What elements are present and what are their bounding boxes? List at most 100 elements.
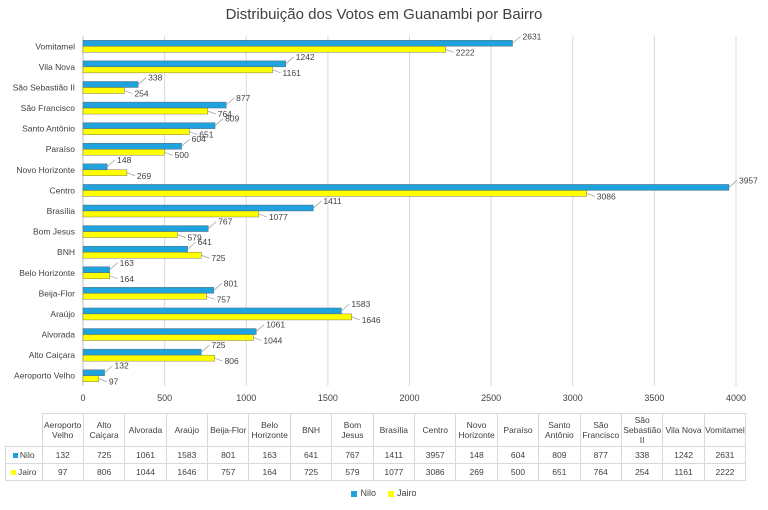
bar-jairo	[82, 313, 352, 321]
category-label: Alvorada	[41, 330, 75, 340]
table-series-name: Nilo	[5, 446, 43, 464]
table-value-cell: 164	[248, 463, 291, 481]
bar-nilo	[82, 348, 202, 356]
table-value-cell: 1077	[372, 463, 416, 481]
data-label-jairo: 3086	[597, 191, 616, 201]
leader-line	[208, 221, 217, 229]
x-tick-label: 3000	[563, 393, 583, 403]
leader-line	[109, 262, 118, 270]
bar-nilo	[82, 81, 139, 88]
bar-nilo	[82, 101, 227, 109]
data-label-jairo: 806	[225, 356, 239, 366]
leader-line	[187, 241, 196, 250]
leader-line	[137, 77, 147, 85]
table-header-cell: Vomitamel	[703, 413, 747, 447]
table-header-cell: Araújo	[165, 413, 209, 447]
bar-nilo	[82, 122, 216, 129]
leader-line	[253, 337, 262, 341]
bar-nilo	[82, 328, 257, 335]
series-swatch	[11, 470, 17, 476]
leader-line	[258, 213, 267, 218]
table-value-cell: 725	[289, 463, 333, 481]
x-tick-label: 0	[80, 393, 85, 403]
data-label-jairo: 1044	[263, 336, 282, 346]
bar-jairo	[82, 375, 100, 382]
bar-jairo	[82, 231, 178, 238]
data-label-jairo: 1077	[269, 212, 288, 222]
category-label: Novo Horizonte	[16, 165, 75, 175]
leader-line	[214, 118, 224, 126]
bar-nilo	[82, 245, 188, 253]
data-label-nilo: 641	[198, 237, 212, 247]
leader-line	[181, 139, 190, 147]
legend-item-jairo: Jairo	[388, 488, 417, 498]
x-tick-label: 2500	[481, 393, 501, 403]
leader-line	[206, 296, 215, 300]
data-label-nilo: 1061	[266, 320, 285, 330]
table-value-cell: 757	[207, 463, 250, 481]
table-header-cell: Bom Jesus	[331, 413, 374, 447]
bar-jairo	[82, 334, 254, 341]
data-label-jairo: 1646	[362, 315, 381, 325]
table-value-cell: 500	[496, 463, 540, 481]
data-label-jairo: 97	[109, 377, 119, 387]
table-header-cell: Santo Antônio	[538, 413, 581, 447]
data-label-nilo: 725	[211, 340, 225, 350]
bar-nilo	[82, 287, 214, 294]
leader-line	[104, 365, 113, 373]
table-value-cell: 1583	[165, 446, 209, 464]
table-value-cell: 767	[331, 446, 374, 464]
leader-line	[207, 110, 216, 115]
category-label: Alto Caiçara	[29, 350, 76, 360]
bar-jairo	[82, 66, 273, 74]
x-tick-label: 500	[157, 393, 172, 403]
data-table: Aeroporto Velho Alto Caiçara Alvorada Araúj…	[5, 413, 747, 481]
table-value-cell: 651	[538, 463, 581, 481]
table-header-cell: Beija-Flor	[207, 413, 250, 447]
leader-line	[109, 275, 118, 280]
bar-nilo	[82, 369, 105, 376]
leader-line	[98, 378, 107, 382]
leader-line	[341, 303, 350, 312]
table-header-cell: Aeroporto Velho	[41, 413, 84, 447]
bar-jairo	[82, 107, 208, 115]
table-value-cell: 269	[455, 463, 498, 481]
table-series-name: Jairo	[5, 463, 43, 481]
category-label: Araújo	[50, 309, 75, 319]
table-value-cell: 725	[82, 446, 126, 464]
legend-label: Nilo	[360, 488, 376, 498]
bar-jairo	[82, 128, 190, 135]
data-label-nilo: 801	[224, 278, 238, 288]
bar-nilo	[82, 225, 209, 232]
category-label: Brasília	[47, 206, 76, 216]
table-header-cell: Centro	[414, 413, 457, 447]
data-label-jairo: 725	[211, 253, 225, 263]
table-value-cell: 163	[248, 446, 291, 464]
table-value-cell: 764	[579, 463, 622, 481]
data-label-jairo: 579	[188, 233, 202, 243]
data-label-jairo: 500	[175, 150, 189, 160]
bar-nilo	[82, 307, 342, 315]
leader-line	[201, 344, 210, 353]
x-tick-label: 3500	[644, 393, 664, 403]
bar-jairo	[82, 210, 260, 218]
bar-jairo	[82, 272, 110, 279]
bar-nilo	[82, 40, 513, 47]
x-tick-label: 2000	[399, 393, 419, 403]
category-label: São Sebastião II	[13, 82, 75, 92]
table-value-cell: 148	[455, 446, 498, 464]
table-value-cell: 3086	[414, 463, 457, 481]
table-value-cell: 641	[289, 446, 333, 464]
table-value-cell: 1061	[124, 446, 167, 464]
bar-jairo	[82, 354, 215, 362]
table-value-cell: 132	[41, 446, 84, 464]
data-label-jairo: 2222	[456, 47, 475, 57]
table-value-cell: 806	[82, 463, 126, 481]
leader-line	[586, 193, 595, 197]
leader-line	[512, 36, 521, 44]
data-label-nilo: 148	[117, 155, 131, 165]
data-label-nilo: 2631	[523, 31, 542, 41]
category-label: Vomitamel	[35, 41, 75, 51]
table-header-cell: São Francisco	[579, 413, 622, 447]
table-value-cell: 801	[207, 446, 250, 464]
